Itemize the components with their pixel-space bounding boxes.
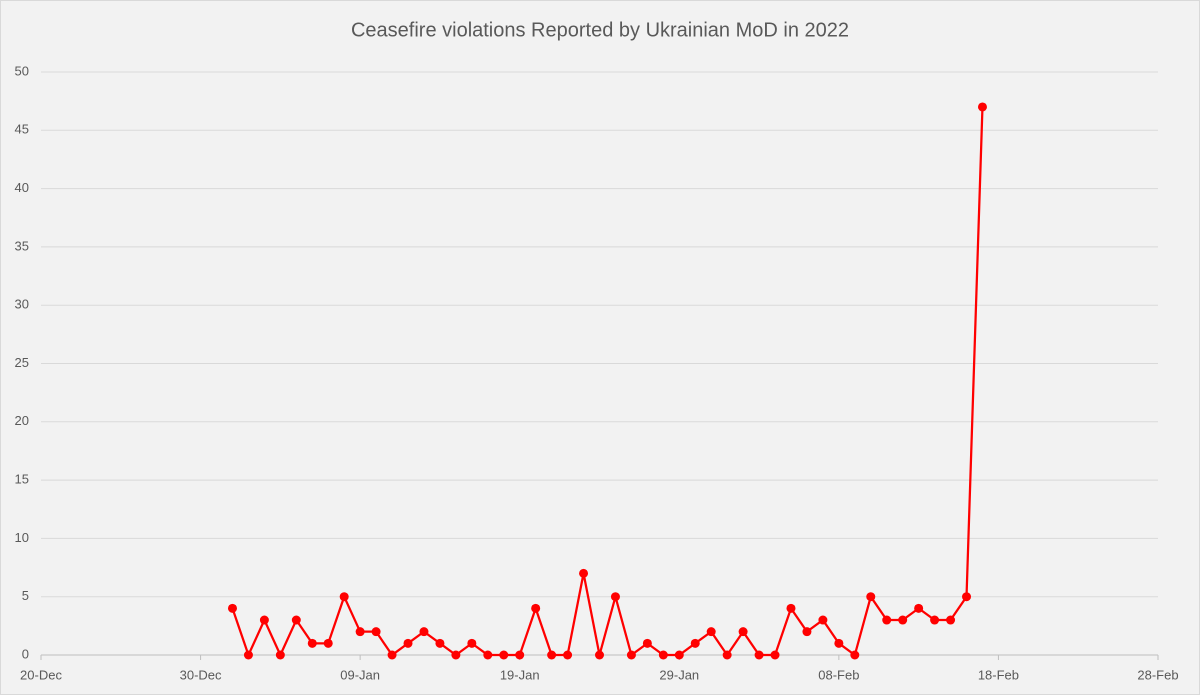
data-point xyxy=(738,627,748,637)
x-tick-label: 09-Jan xyxy=(340,667,380,682)
data-point xyxy=(435,638,445,648)
data-point xyxy=(818,615,828,625)
data-point xyxy=(259,615,269,625)
data-point xyxy=(962,592,972,602)
x-tick-label: 19-Jan xyxy=(500,667,540,682)
y-tick-label: 0 xyxy=(22,646,29,661)
data-point xyxy=(227,603,237,613)
data-point xyxy=(946,615,956,625)
y-tick-label: 10 xyxy=(15,530,29,545)
data-point xyxy=(323,638,333,648)
y-tick-label: 40 xyxy=(15,180,29,195)
x-tick-label: 29-Jan xyxy=(659,667,699,682)
data-point xyxy=(291,615,301,625)
data-point xyxy=(722,650,732,660)
data-point xyxy=(563,650,573,660)
data-point xyxy=(866,592,876,602)
x-tick-label: 30-Dec xyxy=(180,667,222,682)
data-point xyxy=(754,650,764,660)
data-point xyxy=(690,638,700,648)
x-tick-label: 28-Feb xyxy=(1137,667,1178,682)
x-tick-label: 08-Feb xyxy=(818,667,859,682)
data-point xyxy=(531,603,541,613)
y-tick-label: 45 xyxy=(15,122,29,137)
data-point xyxy=(355,627,365,637)
data-point xyxy=(626,650,636,660)
data-point xyxy=(307,638,317,648)
y-tick-label: 30 xyxy=(15,297,29,312)
y-tick-label: 35 xyxy=(15,238,29,253)
data-point xyxy=(610,592,620,602)
y-tick-label: 50 xyxy=(15,63,29,78)
data-point xyxy=(706,627,716,637)
data-point xyxy=(642,638,652,648)
data-point xyxy=(467,638,477,648)
data-point xyxy=(930,615,940,625)
data-point xyxy=(674,650,684,660)
data-point xyxy=(977,102,987,112)
data-point xyxy=(658,650,668,660)
data-point xyxy=(898,615,908,625)
data-point xyxy=(579,568,589,578)
data-point xyxy=(483,650,493,660)
data-point xyxy=(515,650,525,660)
data-point xyxy=(595,650,604,660)
data-point xyxy=(451,650,461,660)
y-tick-label: 25 xyxy=(15,355,29,370)
x-tick-label: 20-Dec xyxy=(20,667,62,682)
data-point xyxy=(547,650,557,660)
chart-title: Ceasefire violations Reported by Ukraini… xyxy=(351,19,849,41)
y-tick-label: 20 xyxy=(15,413,29,428)
data-point xyxy=(403,638,413,648)
data-point xyxy=(850,650,860,660)
data-point xyxy=(882,615,892,625)
data-point xyxy=(387,650,397,660)
data-point xyxy=(770,650,780,660)
data-point xyxy=(834,638,844,648)
data-point xyxy=(243,650,253,660)
data-point xyxy=(419,627,429,637)
data-point xyxy=(339,592,349,602)
data-point xyxy=(275,650,285,660)
data-point xyxy=(786,603,796,613)
y-tick-label: 15 xyxy=(15,472,29,487)
data-point xyxy=(914,603,924,613)
y-tick-label: 5 xyxy=(22,588,29,603)
data-point xyxy=(499,650,509,660)
x-tick-label: 18-Feb xyxy=(978,667,1019,682)
data-point xyxy=(802,627,812,637)
series-line xyxy=(231,106,984,659)
data-point xyxy=(371,627,381,637)
